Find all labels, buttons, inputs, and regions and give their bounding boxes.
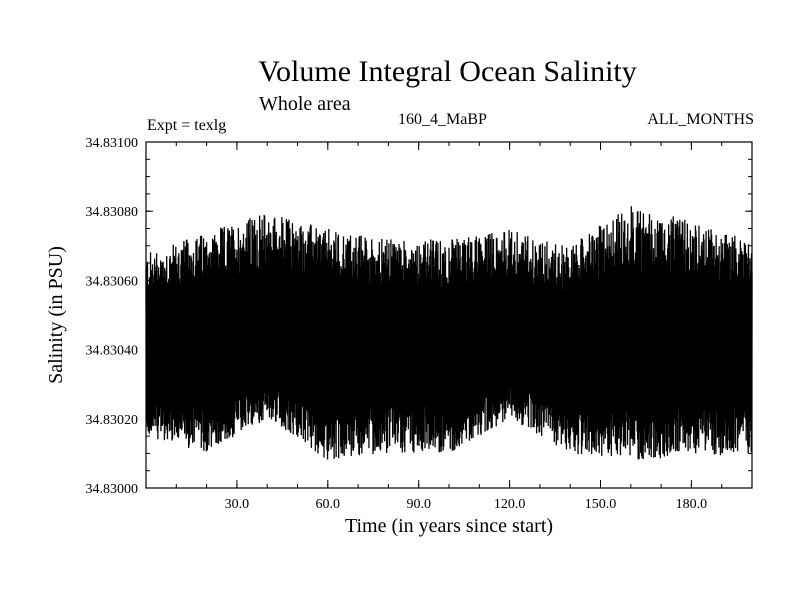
y-tick-label: 34.83020 bbox=[86, 413, 139, 428]
y-axis: 34.83000 34.83020 34.83040 34.83060 34.83080… bbox=[86, 136, 752, 497]
x-tick-label: 60.0 bbox=[316, 497, 341, 512]
y-axis-label: Salinity (in PSU) bbox=[45, 246, 67, 384]
series-line bbox=[145, 206, 753, 460]
months-label: ALL_MONTHS bbox=[647, 111, 754, 128]
x-tick-label: 180.0 bbox=[676, 497, 708, 512]
y-tick-label: 34.83100 bbox=[86, 136, 139, 151]
x-tick-label: 90.0 bbox=[406, 497, 431, 512]
x-tick-label: 30.0 bbox=[225, 497, 250, 512]
y-tick-label: 34.83040 bbox=[86, 344, 139, 359]
chart-title: Volume Integral Ocean Salinity bbox=[258, 55, 637, 88]
chart-subtitle: Whole area bbox=[259, 93, 351, 115]
x-axis: 30.0 60.0 90.0 120.0 150.0 180.0 bbox=[145, 142, 753, 512]
experiment-label: Expt = texlg bbox=[147, 117, 227, 134]
series-polyline bbox=[145, 206, 753, 460]
run-label: 160_4_MaBP bbox=[398, 111, 487, 128]
y-tick-label: 34.83060 bbox=[86, 274, 139, 289]
x-axis-label: Time (in years since start) bbox=[345, 515, 553, 537]
x-tick-label: 120.0 bbox=[494, 497, 526, 512]
y-tick-label: 34.83000 bbox=[86, 482, 139, 497]
x-tick-label: 150.0 bbox=[585, 497, 617, 512]
y-tick-label: 34.83080 bbox=[86, 205, 139, 220]
